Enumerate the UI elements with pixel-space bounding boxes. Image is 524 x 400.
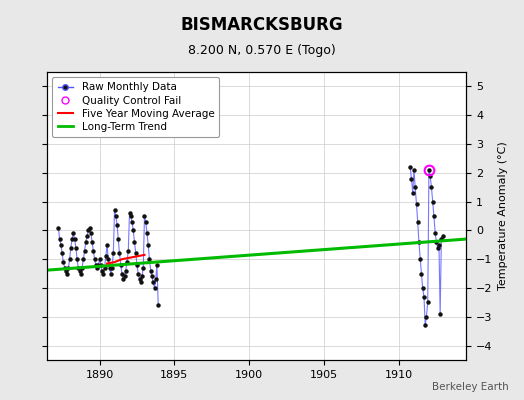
Text: 8.200 N, 0.570 E (Togo): 8.200 N, 0.570 E (Togo) — [188, 44, 336, 57]
Text: Berkeley Earth: Berkeley Earth — [432, 382, 508, 392]
Legend: Raw Monthly Data, Quality Control Fail, Five Year Moving Average, Long-Term Tren: Raw Monthly Data, Quality Control Fail, … — [52, 77, 220, 137]
Text: BISMARCKSBURG: BISMARCKSBURG — [181, 16, 343, 34]
Y-axis label: Temperature Anomaly (°C): Temperature Anomaly (°C) — [498, 142, 508, 290]
